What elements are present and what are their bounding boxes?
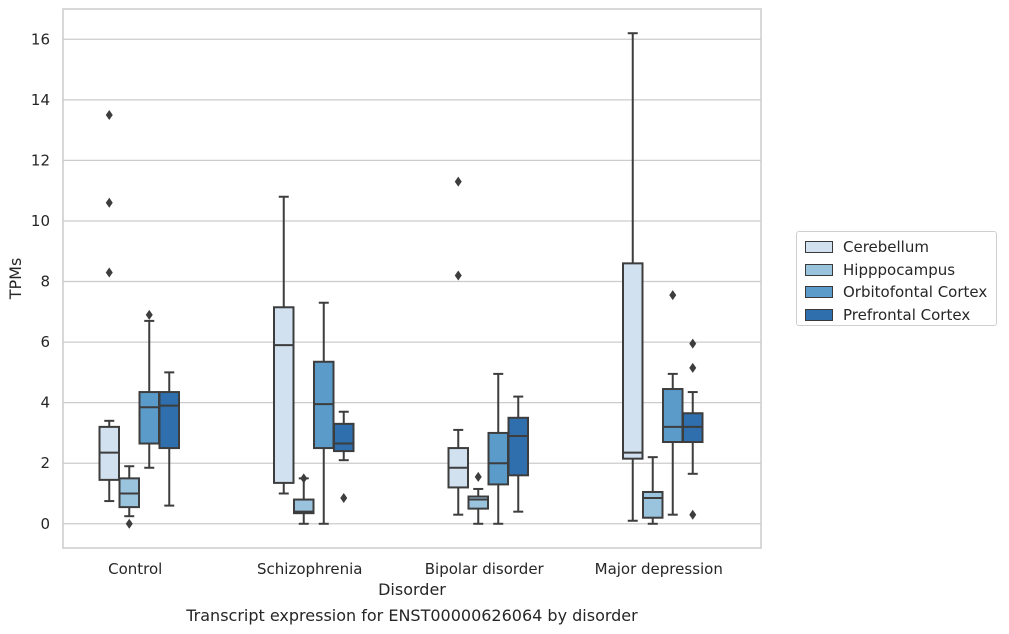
outlier-point bbox=[105, 267, 113, 278]
x-tick-label: Major depression bbox=[595, 560, 723, 578]
legend-item: Orbitofontal Cortex bbox=[805, 281, 996, 304]
legend-item: Hipppocampus bbox=[805, 259, 996, 282]
x-axis-label: Disorder bbox=[378, 580, 446, 599]
legend-label: Cerebellum bbox=[843, 238, 929, 257]
legend-swatch bbox=[805, 263, 833, 276]
x-axis-ticks: Control Schizophrenia Bipolar disorder Majo… bbox=[108, 560, 723, 578]
outlier-point bbox=[689, 338, 697, 349]
outlier-point bbox=[105, 197, 113, 208]
outlier-point bbox=[125, 518, 133, 529]
y-tick-label: 16 bbox=[31, 30, 50, 48]
outlier-point bbox=[689, 509, 697, 520]
legend-item: Cerebellum bbox=[805, 236, 996, 259]
outlier-point bbox=[474, 471, 482, 482]
chart-caption: Transcript expression for ENST0000062606… bbox=[186, 606, 638, 625]
y-tick-label: 14 bbox=[31, 91, 50, 109]
box-iqr bbox=[467, 495, 489, 510]
x-tick-label: Schizophrenia bbox=[257, 560, 362, 578]
legend-label: Orbitofontal Cortex bbox=[843, 283, 988, 302]
grid-lines bbox=[63, 38, 761, 525]
box-iqr bbox=[273, 306, 295, 484]
legend-swatch bbox=[805, 286, 833, 299]
box-iqr bbox=[642, 490, 664, 519]
box-iqr bbox=[158, 391, 180, 450]
y-tick-label: 2 bbox=[40, 454, 50, 472]
outlier-point bbox=[300, 473, 308, 484]
box-iqr bbox=[662, 388, 684, 444]
legend-label: Prefrontal Cortex bbox=[843, 305, 971, 324]
box-iqr bbox=[138, 391, 160, 445]
legend-swatch bbox=[805, 308, 833, 321]
outlier-point bbox=[454, 176, 462, 187]
y-tick-label: 8 bbox=[40, 273, 50, 291]
box-iqr bbox=[293, 498, 315, 515]
box-series bbox=[98, 32, 704, 529]
outlier-point bbox=[340, 493, 348, 504]
box-iqr bbox=[487, 431, 509, 486]
outlier-point bbox=[689, 362, 697, 373]
y-tick-label: 10 bbox=[31, 212, 50, 230]
box-iqr bbox=[622, 262, 644, 460]
y-axis-ticks: 0 2 4 6 8 10 12 14 16 bbox=[31, 30, 50, 532]
outlier-point bbox=[669, 290, 677, 301]
y-tick-label: 4 bbox=[40, 394, 50, 412]
y-tick-label: 12 bbox=[31, 151, 50, 169]
outlier-point bbox=[145, 309, 153, 320]
legend-item: Prefrontal Cortex bbox=[805, 304, 996, 327]
x-tick-label: Control bbox=[108, 560, 162, 578]
box-iqr bbox=[333, 422, 355, 453]
legend-label: Hipppocampus bbox=[843, 260, 956, 279]
y-axis-label: TPMs bbox=[6, 258, 25, 301]
legend-swatch bbox=[805, 241, 833, 254]
outlier-point bbox=[454, 270, 462, 281]
legend: Cerebellum Hipppocampus Orbitofontal Corte… bbox=[796, 231, 997, 326]
y-tick-label: 0 bbox=[40, 515, 50, 533]
x-tick-label: Bipolar disorder bbox=[425, 560, 545, 578]
plot-frame bbox=[62, 8, 762, 549]
y-tick-label: 6 bbox=[40, 333, 50, 351]
outlier-point bbox=[105, 109, 113, 120]
box-iqr bbox=[507, 416, 529, 477]
